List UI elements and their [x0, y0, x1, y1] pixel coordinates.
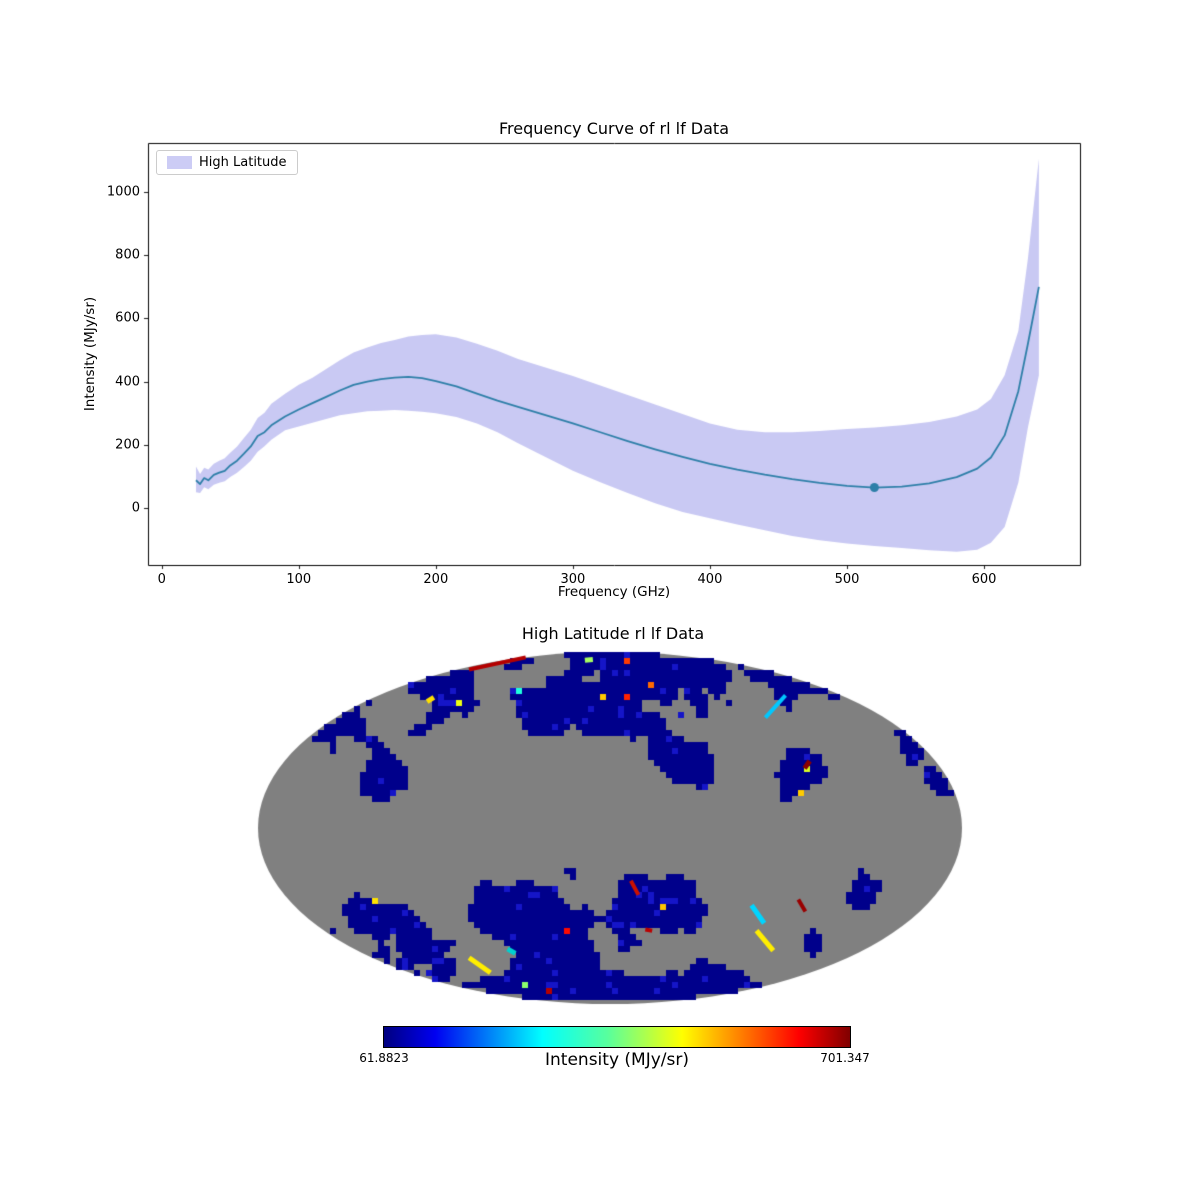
y-tick-label: 1000: [106, 184, 140, 200]
line-chart-title: Frequency Curve of rl lf Data: [498, 119, 730, 138]
x-tick-label: 200: [423, 572, 449, 587]
colorbar: [383, 1026, 851, 1048]
y-tick-label: 200: [115, 437, 140, 453]
y-tick-label: 400: [115, 374, 140, 390]
colorbar-label: Intensity (MJy/sr): [545, 1050, 689, 1070]
legend: High Latitude: [156, 150, 298, 175]
colorbar-min-label: 61.8823: [359, 1051, 409, 1065]
colorbar-max-label: 701.347: [820, 1051, 870, 1065]
line-chart-ylabel: Intensity (MJy/sr): [82, 296, 98, 412]
line-chart-xlabel: Frequency (GHz): [557, 584, 671, 600]
y-tick-label: 600: [115, 310, 140, 326]
y-tick-label: 800: [115, 247, 140, 263]
y-tick-label: 0: [131, 500, 140, 516]
x-tick-label: 400: [697, 572, 723, 587]
legend-patch-high-latitude: [167, 156, 192, 169]
x-tick-label: 600: [971, 572, 997, 587]
legend-label: High Latitude: [199, 155, 287, 170]
x-tick-label: 300: [560, 572, 586, 587]
x-tick-label: 0: [157, 572, 166, 587]
x-tick-label: 500: [834, 572, 860, 587]
x-tick-label: 100: [286, 572, 312, 587]
map-title: High Latitude rl lf Data: [521, 624, 705, 643]
